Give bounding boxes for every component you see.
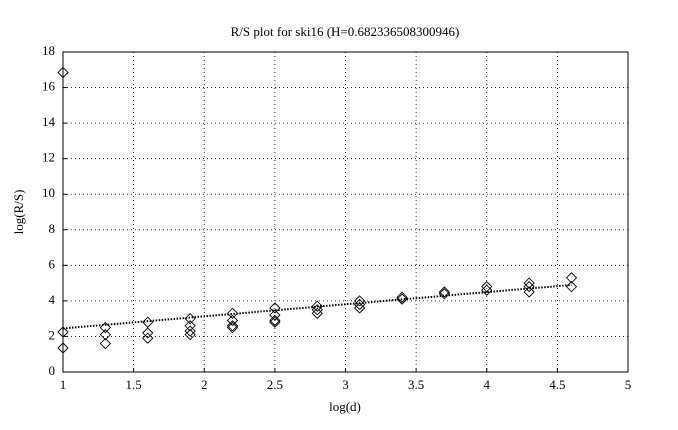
- x-tick-label: 2.5: [267, 377, 283, 392]
- data-point: [353, 295, 366, 307]
- data-point: [57, 342, 69, 354]
- y-tick-label: 6: [49, 256, 56, 271]
- data-point: [142, 332, 154, 344]
- data-point: [523, 286, 535, 298]
- data-point: [269, 309, 281, 321]
- data-point: [523, 281, 535, 293]
- x-tick-label: 1: [60, 377, 67, 392]
- x-tick-label: 1.5: [126, 377, 142, 392]
- data-point: [438, 288, 451, 300]
- fit-line: [62, 283, 572, 330]
- y-tick-label: 18: [42, 43, 55, 58]
- y-tick-label: 14: [42, 114, 56, 129]
- data-point: [226, 320, 239, 332]
- data-point: [311, 307, 323, 319]
- data-point: [57, 326, 69, 338]
- x-tick-label: 4: [484, 377, 491, 392]
- data-point: [226, 321, 239, 334]
- y-tick-label: 10: [42, 185, 55, 200]
- data-point: [438, 286, 451, 298]
- data-point: [226, 307, 239, 319]
- data-point: [311, 300, 323, 312]
- x-tick-label: 3: [342, 377, 349, 392]
- data-point: [481, 281, 493, 293]
- data-point: [353, 302, 366, 314]
- y-tick-label: 16: [42, 79, 56, 94]
- y-tick-label: 2: [49, 327, 56, 342]
- data-point: [57, 66, 69, 79]
- data-point: [226, 314, 239, 327]
- x-tick-label: 4.5: [549, 377, 565, 392]
- data-point: [269, 302, 281, 314]
- data-point: [184, 320, 196, 332]
- x-tick-label: 3.5: [408, 377, 424, 392]
- data-point: [396, 293, 408, 305]
- data-point: [523, 277, 535, 289]
- data-point: [311, 304, 323, 316]
- x-axis-label: log(d): [329, 399, 361, 414]
- chart-title: R/S plot for ski16 (H=0.682336508300946): [231, 24, 460, 39]
- data-point: [184, 325, 196, 337]
- data-point: [396, 291, 408, 303]
- y-tick-label: 0: [49, 363, 56, 378]
- data-point: [99, 329, 112, 341]
- data-point: [481, 284, 493, 296]
- y-tick-label: 8: [49, 221, 56, 236]
- x-tick-label: 2: [201, 377, 208, 392]
- y-tick-label: 12: [42, 150, 55, 165]
- data-point: [565, 272, 578, 284]
- y-axis-label: log(R/S): [11, 190, 26, 235]
- data-point: [142, 327, 154, 339]
- x-tick-label: 5: [625, 377, 632, 392]
- data-point: [184, 329, 196, 341]
- y-tick-label: 4: [49, 292, 56, 307]
- data-point: [269, 314, 281, 327]
- data-point: [269, 316, 281, 328]
- data-point: [99, 337, 112, 350]
